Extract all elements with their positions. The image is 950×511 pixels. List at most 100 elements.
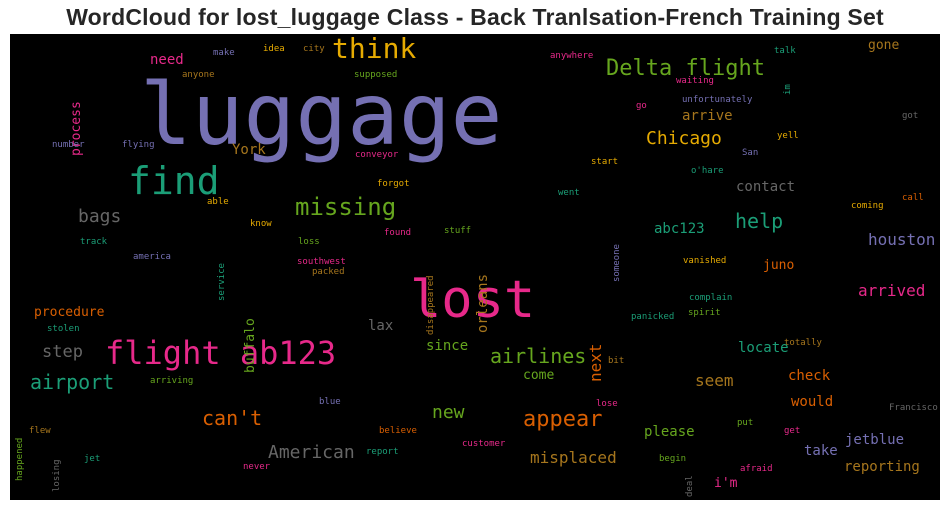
word-vanished: vanished	[683, 256, 727, 266]
word-houston: houston	[868, 230, 936, 249]
word-anywhere: anywhere	[550, 51, 594, 61]
word-know: know	[250, 219, 272, 229]
word-panicked: panicked	[631, 312, 675, 322]
word-spirit: spirit	[688, 308, 721, 318]
word-start: start	[591, 157, 619, 167]
word-found: found	[384, 228, 412, 238]
word-flying: flying	[122, 140, 155, 150]
word-cloud: luggage lost find flight ab123 think Delta fl…	[10, 34, 940, 500]
word-need: need	[150, 52, 184, 68]
word-someone: someone	[612, 243, 622, 282]
word-anyone: anyone	[182, 70, 215, 80]
word-jet: jet	[84, 454, 101, 464]
word-arrived: arrived	[858, 281, 926, 300]
word-number: number	[52, 140, 85, 150]
word-buffalo: buffalo	[243, 317, 258, 373]
word-supposed: supposed	[354, 70, 398, 80]
word-blue: blue	[319, 397, 341, 407]
word-contact: contact	[736, 179, 796, 195]
word-conveyor: conveyor	[355, 150, 399, 160]
word-abc123: abc123	[654, 221, 705, 237]
word-take: take	[804, 443, 838, 459]
word-city: city	[303, 44, 325, 54]
word-lax: lax	[368, 318, 394, 334]
word-unfortunately: unfortunately	[682, 95, 753, 105]
word-go: go	[636, 101, 647, 111]
word-since: since	[426, 338, 469, 354]
word-call: call	[902, 193, 924, 203]
word-customer: customer	[462, 439, 506, 449]
figure-title: WordCloud for lost_luggage Class - Back …	[66, 4, 884, 30]
word-lost: lost	[410, 270, 536, 330]
word-help: help	[735, 209, 784, 233]
word-orleans: orleans	[475, 273, 491, 333]
word-i-m: i'm	[714, 476, 738, 491]
word-check: check	[788, 368, 831, 384]
word-coming: coming	[851, 201, 884, 211]
word-flew: flew	[29, 426, 51, 436]
word-forgot: forgot	[377, 179, 410, 189]
word-procedure: procedure	[34, 305, 105, 320]
word-got: got	[902, 111, 919, 121]
word-service: service	[217, 262, 227, 301]
word-get: get	[784, 426, 801, 436]
word-missing: missing	[295, 193, 397, 221]
word-afraid: afraid	[740, 464, 773, 474]
word-disappeared: disappeared	[426, 275, 436, 336]
word-juno: juno	[763, 258, 795, 273]
word-begin: begin	[659, 454, 687, 464]
word-went: went	[558, 188, 580, 198]
word-stuff: stuff	[444, 226, 472, 236]
word-im: im	[783, 83, 793, 95]
word-please: please	[644, 424, 695, 440]
word-complain: complain	[689, 293, 733, 303]
word-reporting: reporting	[844, 459, 920, 475]
word-can-t: can't	[202, 406, 263, 430]
word-luggage: luggage	[140, 65, 503, 165]
word-find: find	[128, 159, 220, 203]
word-would: would	[791, 394, 834, 410]
word-delta-flight: Delta flight	[606, 56, 765, 81]
word-southwest: southwest	[297, 257, 346, 267]
word-bit: bit	[608, 356, 625, 366]
word-packed: packed	[312, 267, 345, 277]
word-deal: deal	[685, 474, 695, 497]
word-idea: idea	[263, 44, 285, 54]
word-chicago: Chicago	[646, 128, 722, 149]
word-airport: airport	[30, 370, 115, 394]
word-believe: believe	[379, 426, 417, 436]
word-never: never	[243, 462, 271, 472]
word-next: next	[586, 343, 605, 383]
word-locate: locate	[738, 340, 789, 356]
word-york: York	[232, 142, 266, 158]
word-yell: yell	[777, 131, 799, 141]
word-gone: gone	[868, 38, 900, 53]
word-flight-ab123: flight ab123	[105, 334, 337, 372]
word-lose: lose	[596, 399, 618, 409]
word-waiting: waiting	[676, 76, 714, 86]
word-track: track	[80, 237, 108, 247]
word-losing: losing	[52, 459, 62, 493]
word-bags: bags	[78, 206, 122, 227]
word-come: come	[523, 368, 555, 383]
word-arriving: arriving	[150, 376, 194, 386]
word-step: step	[42, 342, 83, 362]
word-loss: loss	[298, 237, 320, 247]
word-report: report	[366, 447, 399, 457]
word-airlines: airlines	[490, 344, 587, 368]
word-put: put	[737, 418, 754, 428]
word-jetblue: jetblue	[845, 432, 905, 448]
word-arrive: arrive	[682, 108, 733, 124]
word-totally: totally	[784, 338, 822, 348]
word-america: america	[133, 252, 171, 262]
word-american: American	[268, 442, 355, 463]
word-think: think	[332, 34, 417, 65]
word-able: able	[207, 197, 229, 207]
word-stolen: stolen	[47, 324, 80, 334]
word-misplaced: misplaced	[530, 448, 617, 467]
word-o-hare: o'hare	[691, 166, 724, 176]
word-appear: appear	[523, 407, 603, 432]
word-new: new	[432, 402, 465, 423]
word-francisco: Francisco	[889, 403, 938, 413]
word-happened: happened	[15, 437, 25, 482]
